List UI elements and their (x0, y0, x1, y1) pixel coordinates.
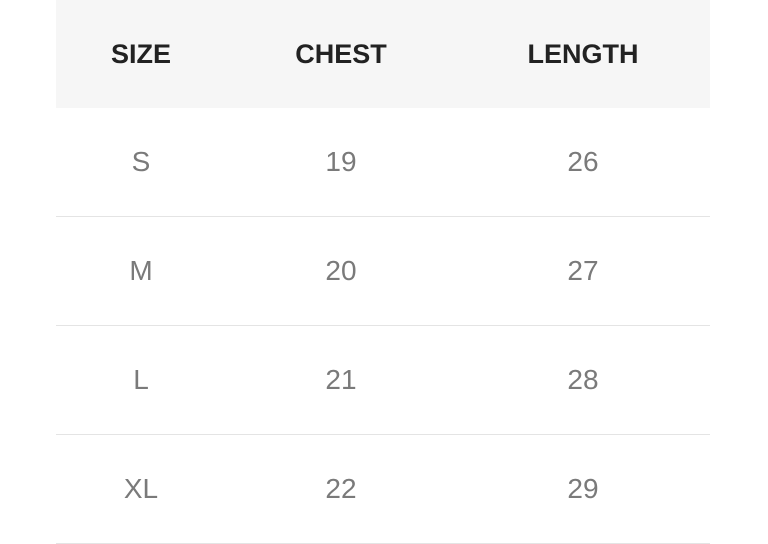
header-length: LENGTH (456, 0, 710, 108)
cell-length: 29 (456, 434, 710, 544)
cell-length: 26 (456, 108, 710, 217)
header-row: SIZE CHEST LENGTH (56, 0, 710, 108)
cell-size: L (56, 325, 226, 435)
cell-chest: 20 (226, 216, 456, 326)
cell-length: 27 (456, 216, 710, 326)
table-row: M 20 27 (56, 216, 710, 326)
table-row: L 21 28 (56, 325, 710, 435)
cell-size: M (56, 216, 226, 326)
cell-size: S (56, 108, 226, 217)
cell-chest: 19 (226, 108, 456, 217)
cell-length: 28 (456, 325, 710, 435)
cell-chest: 21 (226, 325, 456, 435)
table-row: S 19 26 (56, 108, 710, 217)
table-row: XL 22 29 (56, 434, 710, 544)
cell-chest: 22 (226, 434, 456, 544)
size-chart-table: SIZE CHEST LENGTH S 19 26 M 20 27 L 21 2… (56, 0, 710, 544)
header-chest: CHEST (226, 0, 456, 108)
header-size: SIZE (56, 0, 226, 108)
cell-size: XL (56, 434, 226, 544)
